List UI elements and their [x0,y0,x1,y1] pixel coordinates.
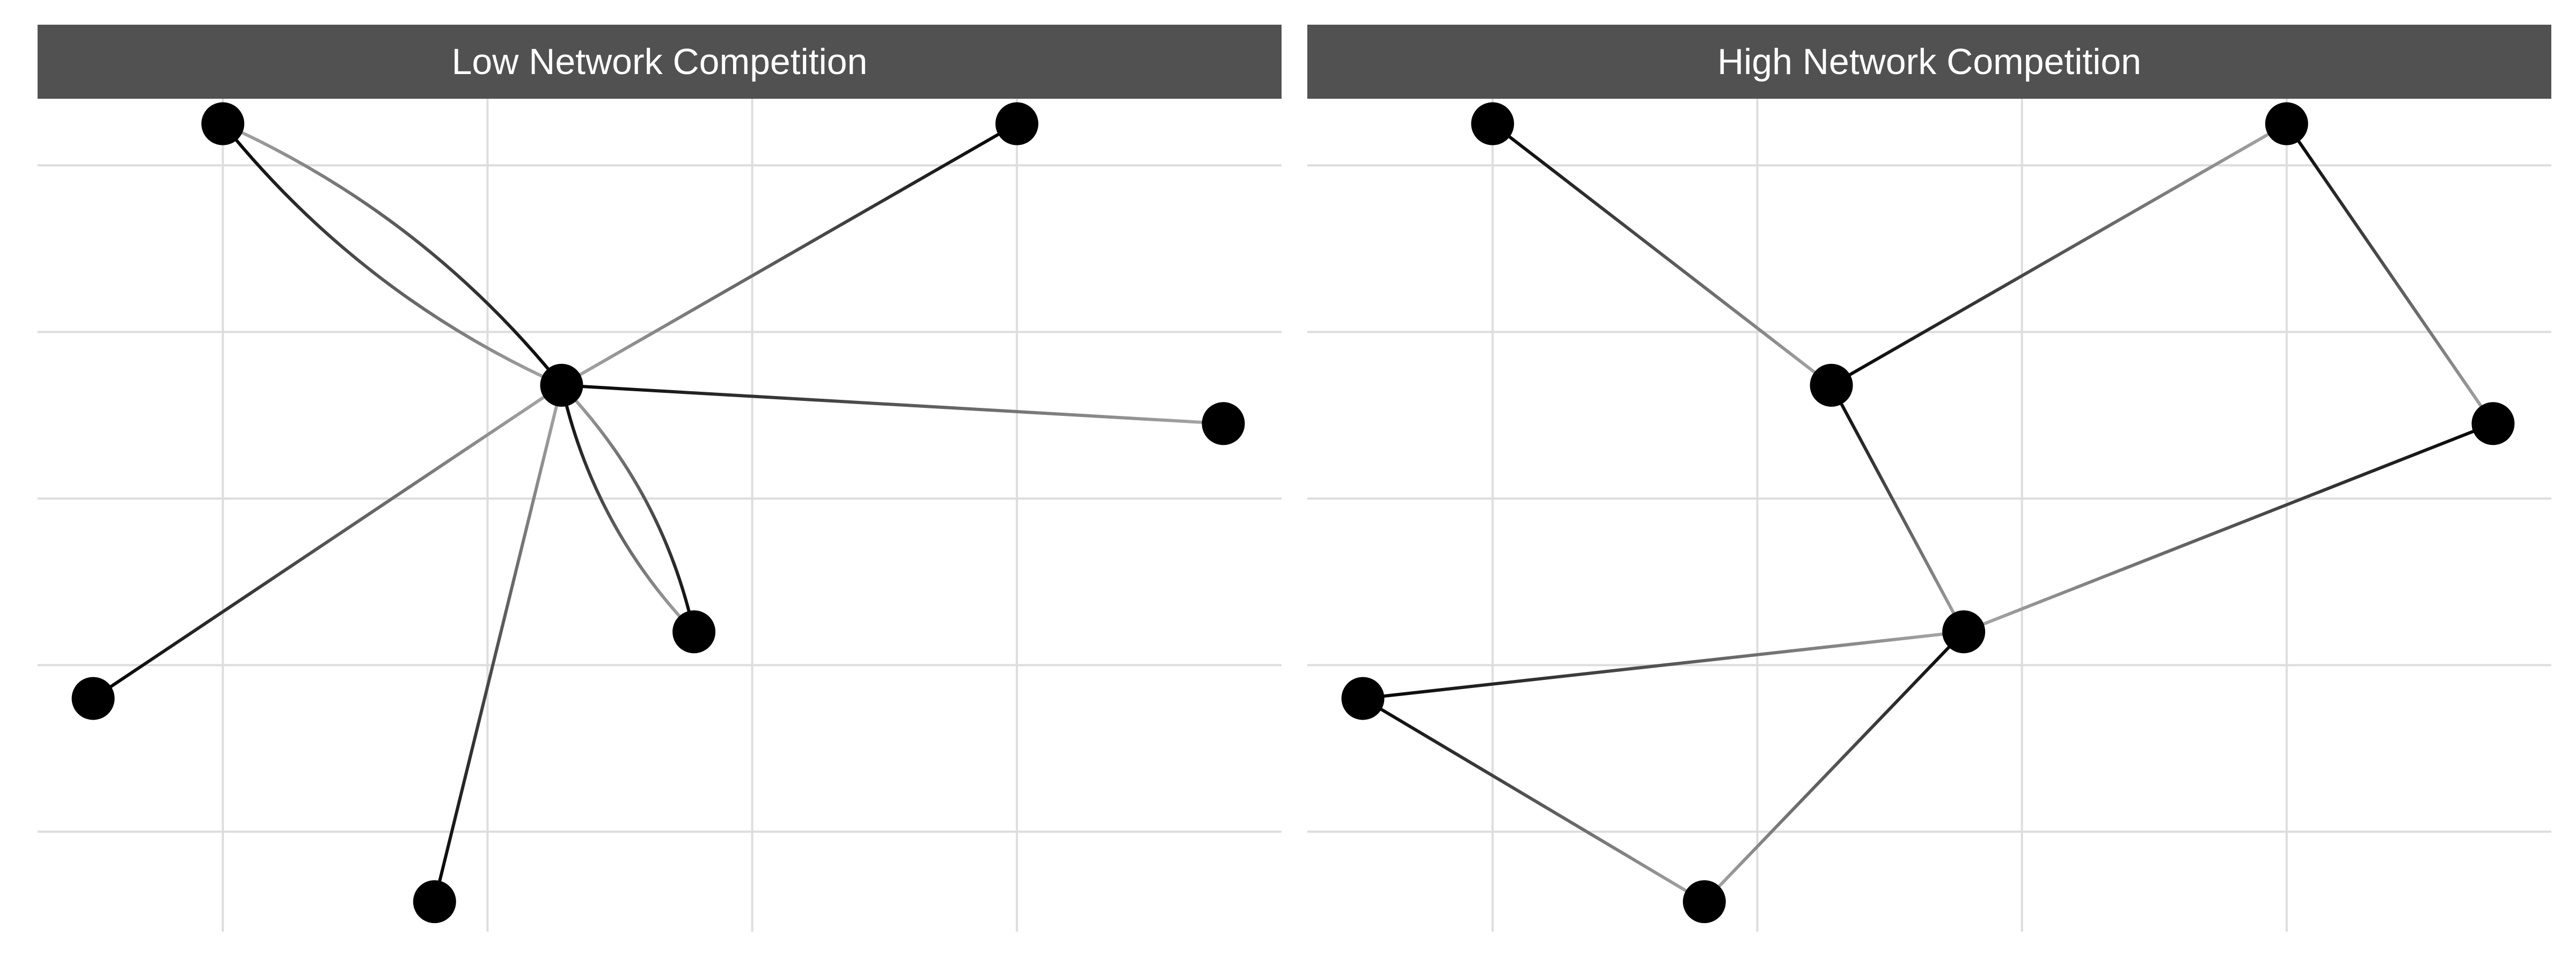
network-edge [2285,122,2494,425]
network-edge [92,384,563,700]
panel-title-strip: High Network Competition [1307,25,2551,99]
network-plot [38,99,1282,932]
network-node [2265,102,2308,145]
network-edge [1831,122,2288,387]
network-edge [1363,630,1964,700]
network-graph-svg [38,99,1282,932]
panel-title-strip: Low Network Competition [38,25,1282,99]
network-edge [221,122,562,387]
network-edge [1491,122,1833,387]
network-plot [1307,99,2551,932]
network-edge [1703,631,1965,903]
network-edge [1362,697,1706,903]
panel-title: Low Network Competition [451,41,868,82]
network-graph-svg [1307,99,2551,932]
network-edge [560,384,696,632]
network-node [71,677,115,720]
panel-title: High Network Competition [1717,41,2141,82]
network-edge [433,385,564,902]
panel-high-competition: High Network Competition [1307,25,2551,932]
network-edge [560,385,696,633]
network-node [1471,102,1514,145]
network-node [1202,402,1245,445]
network-node [2471,402,2515,445]
network-edge [1829,384,1965,633]
network-node [1942,610,1986,654]
network-node [1810,363,1853,407]
network-edge [561,383,1224,426]
network-edge [222,122,563,386]
network-node [672,610,716,654]
panel-low-competition: Low Network Competition [38,25,1282,932]
network-node [1341,677,1385,720]
network-node [540,363,583,407]
network-node [995,102,1038,145]
network-node [1682,880,1726,924]
network-node [201,102,245,145]
network-node [413,880,456,924]
network-edge [561,122,1018,387]
network-edge [1963,422,2494,634]
